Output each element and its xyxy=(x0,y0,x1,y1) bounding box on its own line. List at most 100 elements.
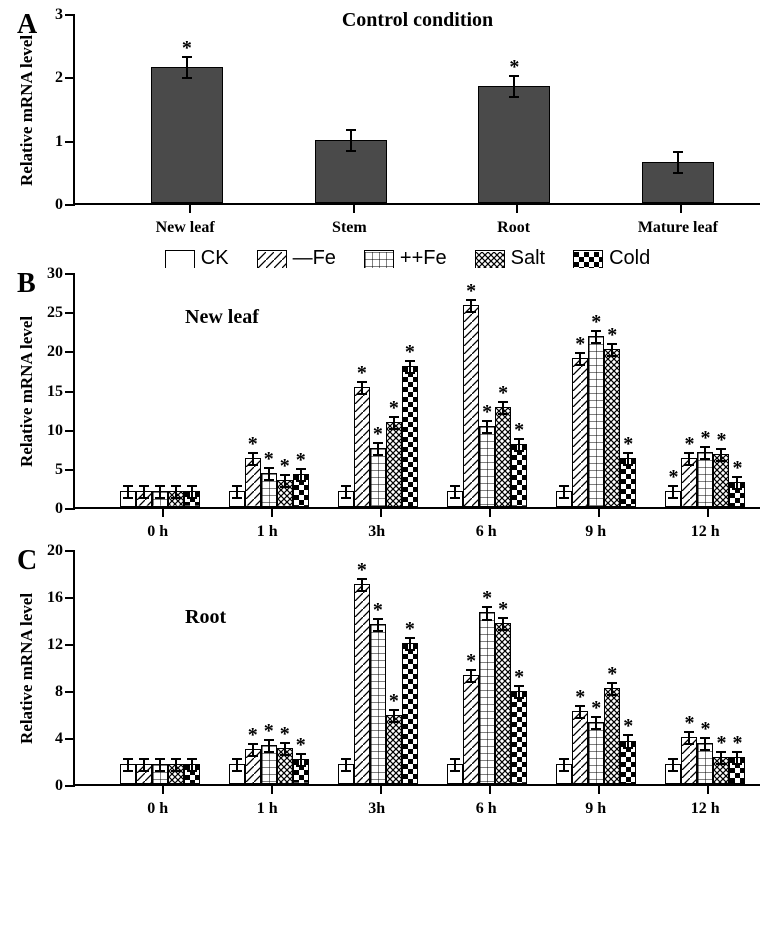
bar: * xyxy=(277,480,293,507)
bar xyxy=(136,491,152,507)
significance-marker: * xyxy=(623,434,633,454)
bar xyxy=(338,491,354,507)
error-bar xyxy=(563,758,565,772)
panel-b-ylabel: Relative mRNA level xyxy=(15,274,39,509)
bar: * xyxy=(729,757,745,784)
bar: * xyxy=(495,623,511,784)
xtick xyxy=(380,507,382,517)
bar: * xyxy=(511,444,527,507)
error-bar xyxy=(143,758,145,772)
panel-a: A Relative mRNA level Control condition … xyxy=(15,15,760,237)
panel-b: B Relative mRNA level New leaf *********… xyxy=(15,274,760,541)
bar-cluster: **** xyxy=(433,305,542,507)
significance-marker: * xyxy=(591,698,601,718)
error-bar xyxy=(677,151,679,174)
xtick-label: 12 h xyxy=(651,523,761,541)
bar: * xyxy=(681,737,697,784)
legend-item-mfe: —Fe xyxy=(257,247,336,270)
significance-marker: * xyxy=(248,434,258,454)
xtick xyxy=(489,507,491,517)
significance-marker: * xyxy=(482,588,492,608)
xtick-label: 9 h xyxy=(541,523,651,541)
significance-marker: * xyxy=(509,57,519,77)
significance-marker: * xyxy=(466,651,476,671)
bar xyxy=(665,764,681,784)
significance-marker: * xyxy=(716,430,726,450)
panel-a-ylabel: Relative mRNA level xyxy=(15,15,39,205)
ytick-label: 8 xyxy=(55,683,75,701)
bar: * xyxy=(604,349,620,507)
xtick xyxy=(271,784,273,794)
bar: * xyxy=(572,711,588,784)
ytick-label: 0 xyxy=(55,777,75,795)
panel-b-plot: New leaf ********************* 051015202… xyxy=(73,274,760,509)
bar xyxy=(556,764,572,784)
ytick-label: 30 xyxy=(47,265,75,283)
bar: * xyxy=(479,426,495,507)
ytick-label: 10 xyxy=(47,422,75,440)
panel-a-xlabels: New leafStemRootMature leaf xyxy=(103,219,760,237)
significance-marker: * xyxy=(514,667,524,687)
bar-cluster: **** xyxy=(433,612,542,784)
bar: * xyxy=(261,473,277,507)
significance-marker: * xyxy=(575,687,585,707)
bar: * xyxy=(463,675,479,784)
legend-item-ck: CK xyxy=(165,247,229,270)
xtick-label: 0 h xyxy=(103,800,213,818)
significance-marker: * xyxy=(182,38,192,58)
xtick xyxy=(707,784,709,794)
bar: * xyxy=(729,482,745,507)
bar-cluster: **** xyxy=(323,584,432,784)
xtick-label: 12 h xyxy=(651,800,761,818)
bar xyxy=(168,764,184,784)
error-bar xyxy=(175,758,177,772)
error-bar xyxy=(127,485,129,499)
xtick-label: 9 h xyxy=(541,800,651,818)
error-bar xyxy=(350,129,352,152)
bar: * xyxy=(354,584,370,784)
legend-label: Salt xyxy=(511,247,545,270)
bar-cluster: **** xyxy=(542,336,651,507)
bar xyxy=(447,764,463,784)
ytick-label: 16 xyxy=(47,589,75,607)
xtick-label: 6 h xyxy=(432,800,542,818)
significance-marker: * xyxy=(668,467,678,487)
panel-c-ylabel: Relative mRNA level xyxy=(15,551,39,786)
bar xyxy=(120,491,136,507)
legend-label: ++Fe xyxy=(400,247,447,270)
legend-label: Cold xyxy=(609,247,650,270)
panel-b-row: Relative mRNA level New leaf ***********… xyxy=(15,274,760,541)
legend-swatch xyxy=(573,250,603,268)
bar-cluster: **** xyxy=(542,688,651,784)
xtick-label: 3h xyxy=(322,523,432,541)
legend-label: CK xyxy=(201,247,229,270)
significance-marker: * xyxy=(357,363,367,383)
error-bar xyxy=(236,485,238,499)
bar: * xyxy=(463,305,479,507)
bar: * xyxy=(245,458,261,507)
ytick-label: 5 xyxy=(55,461,75,479)
significance-marker: * xyxy=(732,733,742,753)
error-bar xyxy=(345,758,347,772)
xtick xyxy=(380,784,382,794)
xtick xyxy=(353,203,355,213)
bar: * xyxy=(293,759,309,784)
significance-marker: * xyxy=(405,619,415,639)
ytick-label: 2 xyxy=(55,69,75,87)
bar xyxy=(229,491,245,507)
xtick-label: 6 h xyxy=(432,523,542,541)
bar: * xyxy=(495,407,511,507)
bar: * xyxy=(588,336,604,507)
significance-marker: * xyxy=(389,398,399,418)
error-bar xyxy=(672,758,674,772)
xtick-label: 3h xyxy=(322,800,432,818)
ytick-label: 15 xyxy=(47,383,75,401)
bar: * xyxy=(681,458,697,507)
bar: * xyxy=(479,612,495,784)
error-bar xyxy=(454,758,456,772)
significance-marker: * xyxy=(405,342,415,362)
xtick-label: 0 h xyxy=(103,523,213,541)
xtick-label: New leaf xyxy=(103,219,267,237)
bar-cluster: **** xyxy=(651,737,760,784)
xtick xyxy=(598,784,600,794)
